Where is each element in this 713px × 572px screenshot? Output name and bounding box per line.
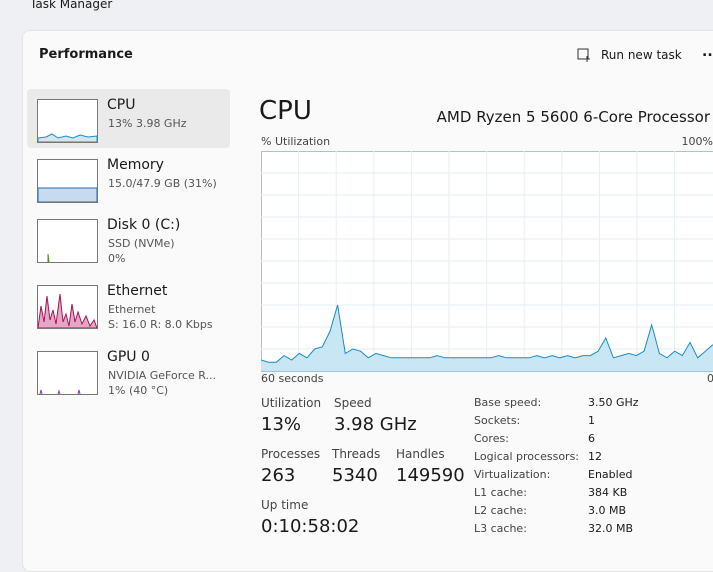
stat-value: 263 bbox=[261, 465, 295, 486]
stat-label: Handles bbox=[396, 447, 445, 461]
spec-label: Virtualization: bbox=[474, 468, 550, 481]
spec-label: Base speed: bbox=[474, 396, 541, 409]
x-label: 60 seconds bbox=[261, 372, 323, 385]
stat-value: 0:10:58:02 bbox=[261, 516, 359, 537]
stat-label: Threads bbox=[332, 447, 380, 461]
device-info: 13% 3.98 GHz bbox=[108, 117, 187, 130]
page-title: Performance bbox=[39, 47, 133, 62]
device-info: SSD (NVMe) bbox=[108, 237, 175, 250]
spec-label: L2 cache: bbox=[474, 504, 527, 517]
thumbnail[interactable] bbox=[37, 159, 98, 203]
processor: AMD Ryzen 5 5600 6-Core Processor bbox=[437, 108, 710, 126]
device-name: Memory bbox=[107, 157, 164, 173]
device-info: 15.0/47.9 GB (31%) bbox=[108, 177, 217, 190]
run-icon[interactable] bbox=[577, 47, 593, 63]
spec-label: L3 cache: bbox=[474, 522, 527, 535]
spec-label: L1 cache: bbox=[474, 486, 527, 499]
spec-label: Cores: bbox=[474, 432, 509, 445]
spec-value: 6 bbox=[588, 432, 595, 445]
stat-value: 13% bbox=[261, 414, 301, 435]
y-max-label: 100% bbox=[682, 135, 713, 148]
thumb-graph bbox=[38, 160, 97, 202]
spec-value: 3.50 GHz bbox=[588, 396, 639, 409]
run-new-task[interactable]: Run new task bbox=[601, 48, 682, 62]
more-button[interactable]: ... bbox=[702, 44, 713, 60]
device-info: 1% (40 °C) bbox=[108, 384, 168, 397]
x-end-label: 0 bbox=[707, 372, 713, 385]
window-title: Task Manager bbox=[30, 0, 112, 11]
stat-label: Speed bbox=[334, 396, 372, 410]
stat-value: 5340 bbox=[332, 465, 378, 486]
device-name: GPU 0 bbox=[107, 349, 150, 365]
cpu-graph bbox=[261, 151, 713, 372]
thumb-graph bbox=[38, 352, 97, 394]
spec-value: 1 bbox=[588, 414, 595, 427]
spec-label: Logical processors: bbox=[474, 450, 579, 463]
device-info: S: 16.0 R: 8.0 Kbps bbox=[108, 318, 213, 331]
device-info: 0% bbox=[108, 252, 125, 265]
thumbnail[interactable] bbox=[37, 99, 98, 143]
stat-value: 3.98 GHz bbox=[334, 414, 417, 435]
device-info: Ethernet bbox=[108, 303, 155, 316]
spec-value: 32.0 MB bbox=[588, 522, 633, 535]
thumbnail[interactable] bbox=[37, 351, 98, 395]
detail-title: CPU bbox=[259, 96, 312, 126]
spec-value: 384 KB bbox=[588, 486, 627, 499]
spec-value: 3.0 MB bbox=[588, 504, 626, 517]
task-manager: Task Manager Performance Run new task ..… bbox=[0, 0, 713, 550]
device-name: Ethernet bbox=[107, 283, 167, 299]
stat-value: 149590 bbox=[396, 465, 465, 486]
thumb-graph bbox=[38, 100, 97, 142]
device-name: CPU bbox=[107, 97, 135, 113]
device-info: NVIDIA GeForce R... bbox=[108, 369, 216, 382]
spec-value: 12 bbox=[588, 450, 602, 463]
thumb-graph bbox=[38, 220, 97, 262]
thumbnail[interactable] bbox=[37, 285, 98, 329]
spec-label: Sockets: bbox=[474, 414, 520, 427]
thumbnail[interactable] bbox=[37, 219, 98, 263]
stat-label: Processes bbox=[261, 447, 320, 461]
spec-value: Enabled bbox=[588, 468, 632, 481]
device-name: Disk 0 (C:) bbox=[107, 217, 180, 233]
stat-label: Up time bbox=[261, 498, 308, 512]
y-label: % Utilization bbox=[261, 135, 330, 148]
stat-label: Utilization bbox=[261, 396, 321, 410]
thumb-graph bbox=[38, 286, 97, 328]
